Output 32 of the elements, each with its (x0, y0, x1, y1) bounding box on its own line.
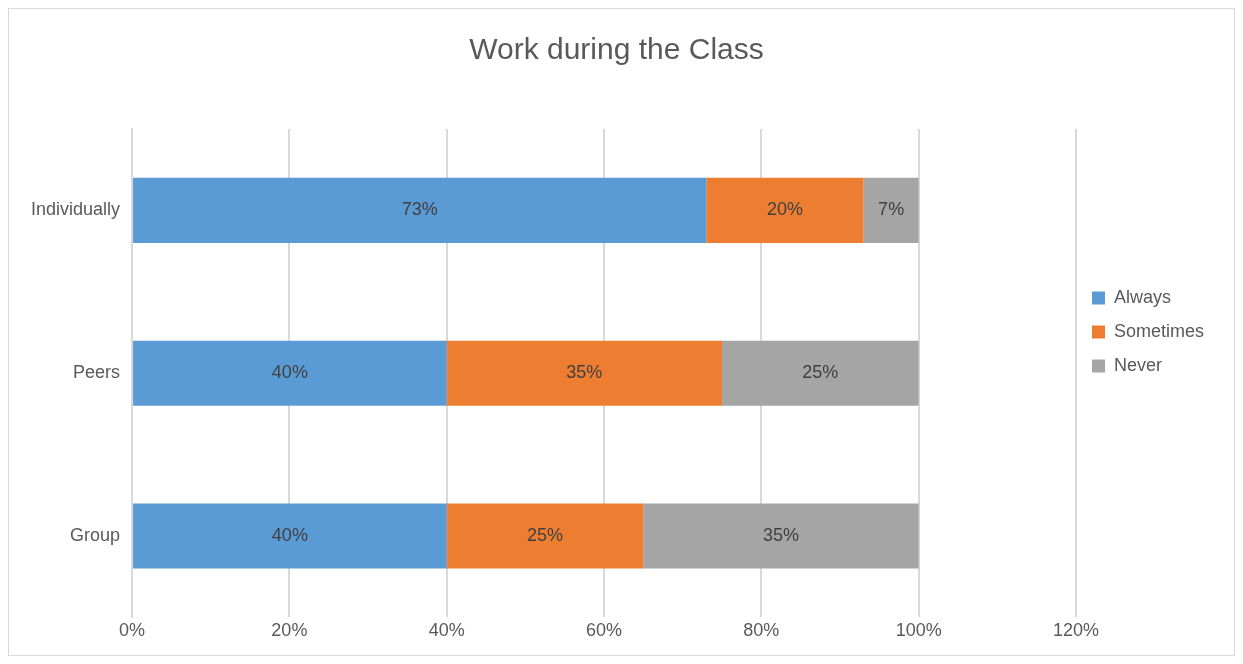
data-label: 25% (527, 524, 564, 545)
x-tick-label: 80% (743, 620, 780, 641)
data-label: 25% (802, 362, 839, 383)
bar (133, 177, 707, 243)
data-label: 40% (271, 362, 308, 383)
x-tick-label: 60% (586, 620, 623, 641)
x-tick-label: 0% (119, 620, 146, 641)
bar (133, 503, 447, 569)
bar (706, 177, 864, 243)
legend-label: Always (1113, 286, 1171, 307)
y-tick-label: Peers (73, 362, 121, 383)
x-tick-label: 120% (1052, 620, 1099, 641)
chart-title: Work during the Class (469, 32, 764, 66)
bar (722, 340, 919, 406)
bar (133, 340, 447, 406)
bar (643, 503, 919, 569)
x-tick-label: 20% (271, 620, 308, 641)
data-label: 7% (878, 199, 905, 220)
legend-label: Sometimes (1113, 320, 1204, 341)
bar (446, 503, 644, 569)
y-tick-label: Group (70, 524, 121, 545)
x-tick-label: 40% (428, 620, 465, 641)
y-tick-label: Individually (30, 199, 121, 220)
data-label: 40% (271, 524, 308, 545)
data-label: 20% (766, 199, 803, 220)
legend-label: Never (1113, 354, 1162, 375)
x-tick-label: 100% (895, 620, 942, 641)
data-label: 35% (566, 362, 603, 383)
data-label: 35% (762, 524, 800, 545)
data-label: 73% (401, 199, 438, 220)
bar (863, 177, 919, 243)
bar (446, 340, 722, 406)
